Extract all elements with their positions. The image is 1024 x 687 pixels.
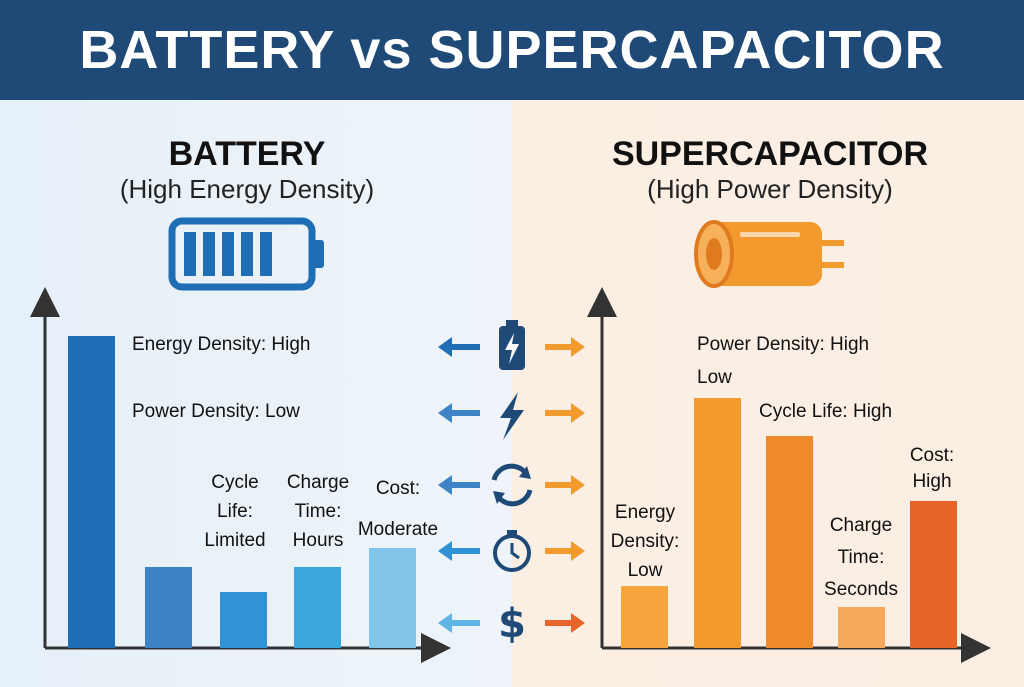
page-title: BATTERY vs SUPERCAPACITOR — [0, 0, 1024, 100]
panel-title: SUPERCAPACITOR — [611, 135, 929, 173]
bar-label: Charge Time: Seconds — [824, 515, 898, 600]
bar-label: Power Density: High — [697, 334, 870, 355]
axes — [30, 287, 991, 663]
bar — [145, 566, 192, 648]
panel-subtitle: (High Power Density) — [647, 174, 893, 204]
bar-label: Cycle Life: Limited — [204, 472, 266, 551]
annotation: Low — [697, 367, 732, 388]
bar-label: Cost: Moderate — [357, 478, 439, 540]
bar — [68, 336, 115, 648]
battery-icon — [168, 217, 324, 291]
bar — [621, 585, 668, 648]
comparison-icons: $ — [438, 320, 585, 647]
bar-label: Energy Density: Low — [610, 502, 680, 581]
bar-label: Energy Density: High — [132, 334, 311, 355]
bar — [766, 435, 813, 648]
svg-text:$: $ — [498, 601, 526, 647]
bar — [838, 607, 885, 648]
panel-title: BATTERY — [168, 135, 326, 173]
bar-label: Cycle Life: High — [759, 401, 893, 422]
bar-label: Cost: High — [909, 445, 955, 492]
capacitor-icon — [694, 220, 844, 288]
bar — [694, 398, 741, 648]
bar-label: Charge Time: Hours — [286, 472, 350, 551]
bar-label: Power Density: Low — [132, 401, 300, 422]
bar — [220, 591, 267, 648]
bar — [294, 566, 341, 648]
panel-subtitle: (High Energy Density) — [119, 174, 375, 204]
bar — [910, 501, 957, 648]
bar — [369, 548, 416, 648]
